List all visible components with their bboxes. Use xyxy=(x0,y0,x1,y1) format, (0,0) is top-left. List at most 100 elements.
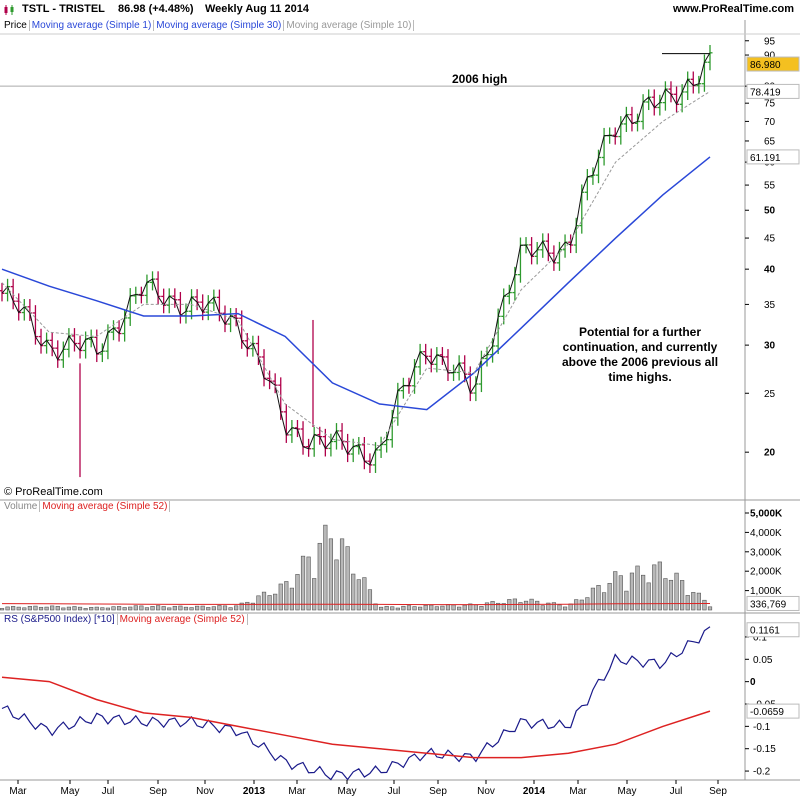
volume-bar xyxy=(707,606,713,611)
price-bar xyxy=(629,106,635,132)
sma10-value-label: 78.419 xyxy=(746,83,800,99)
price-tick-label: 45 xyxy=(764,234,776,245)
volume-bar xyxy=(256,595,261,611)
volume-bar xyxy=(562,606,568,611)
legend-price[interactable]: Price xyxy=(2,20,30,31)
price-tick-label: 25 xyxy=(764,389,776,400)
volume-bar xyxy=(668,579,674,611)
volume-bar xyxy=(284,581,289,611)
price-bar xyxy=(556,241,562,271)
price-tick-label: 95 xyxy=(764,36,776,47)
price-bar xyxy=(289,419,295,443)
price-bar xyxy=(640,94,646,130)
rs-tick-label: -0.15 xyxy=(753,744,776,755)
volume-bar xyxy=(356,579,361,611)
price-bar xyxy=(205,295,211,321)
candlestick-icon xyxy=(4,5,14,15)
volume-bar xyxy=(390,606,395,611)
volume-bar xyxy=(546,602,551,611)
volume-legend: Volume Moving average (Simple 52) xyxy=(2,501,171,512)
volume-bar xyxy=(33,605,38,611)
price-bar xyxy=(0,282,5,302)
instrument-title: TSTL - TRISTEL xyxy=(22,3,105,15)
price-tick-label: 50 xyxy=(764,206,776,217)
price-tick-label: 75 xyxy=(764,99,776,110)
price-tick-label: 30 xyxy=(764,341,776,352)
price-bar xyxy=(517,237,523,283)
legend-rs[interactable]: RS (S&P500 Index) [*10] xyxy=(2,614,118,625)
volume-bar xyxy=(429,604,434,611)
volume-bar xyxy=(613,571,618,611)
price-bar xyxy=(244,333,250,357)
legend-sma1[interactable]: Moving average (Simple 1) xyxy=(29,20,155,31)
volume-bar xyxy=(423,604,428,611)
price-bar xyxy=(623,106,629,132)
volume-bar xyxy=(111,606,116,611)
volume-bar xyxy=(479,605,484,611)
price-bar xyxy=(211,289,217,311)
volume-bar xyxy=(440,605,445,611)
volume-bar xyxy=(44,606,49,611)
price-bar xyxy=(584,169,590,201)
volume-bar xyxy=(116,606,122,611)
rs-value-label: 0.1161 xyxy=(746,622,800,638)
price-bar xyxy=(94,329,100,363)
volume-bar xyxy=(601,592,607,611)
price-bar xyxy=(512,266,518,301)
volume-tick-label: 4,000K xyxy=(750,528,782,539)
volume-bar xyxy=(89,607,94,611)
price-bar xyxy=(55,340,61,368)
price-bar xyxy=(250,335,256,357)
volume-bar xyxy=(468,603,473,611)
legend-volume-ma[interactable]: Moving average (Simple 52) xyxy=(40,501,171,512)
volume-bar xyxy=(535,600,540,611)
volume-bar xyxy=(691,592,696,611)
price-bar xyxy=(322,428,328,457)
volume-bar xyxy=(674,572,679,611)
price-bar xyxy=(300,421,306,455)
volume-bar xyxy=(590,587,596,611)
legend-sma30[interactable]: Moving average (Simple 30) xyxy=(154,20,285,31)
legend-sma10[interactable]: Moving average (Simple 10) xyxy=(284,20,415,31)
price-bar xyxy=(127,288,133,326)
volume-bar xyxy=(278,583,283,611)
svg-text:336,769: 336,769 xyxy=(750,599,787,610)
volume-bar xyxy=(105,607,111,611)
volume-bar xyxy=(473,604,478,611)
volume-bar xyxy=(451,604,456,611)
volume-bar xyxy=(72,606,77,611)
volume-bar xyxy=(351,573,356,611)
volume-bar xyxy=(178,605,183,611)
volume-bar xyxy=(200,605,205,611)
site-url[interactable]: www.ProRealTime.com xyxy=(672,3,794,15)
volume-bar xyxy=(496,602,501,611)
price-bar xyxy=(529,237,535,265)
volume-bar xyxy=(300,555,306,611)
x-tick-label: 2013 xyxy=(243,786,266,797)
volume-bar xyxy=(328,538,334,611)
x-tick-label: Jul xyxy=(670,786,683,797)
volume-bar xyxy=(378,606,384,611)
volume-bar xyxy=(339,538,345,611)
x-tick-label: 2014 xyxy=(523,786,546,797)
volume-bar xyxy=(155,605,161,611)
volume-ma-line xyxy=(1,603,711,606)
legend-rs-ma[interactable]: Moving average (Simple 52) xyxy=(117,614,248,625)
rs-tick-label: 0 xyxy=(750,677,756,688)
price-bar xyxy=(66,328,72,358)
volume-bar xyxy=(574,599,579,611)
rs-ma-line xyxy=(1,676,711,759)
volume-bar xyxy=(150,606,155,611)
volume-bar xyxy=(635,565,640,611)
volume-bar xyxy=(557,604,562,611)
x-tick-label: Jul xyxy=(388,786,401,797)
volume-bar xyxy=(395,607,400,611)
x-tick-label: May xyxy=(338,786,357,797)
price-bar xyxy=(412,359,418,394)
volume-bar xyxy=(323,524,328,611)
volume-bar xyxy=(540,605,545,611)
x-tick-label: Jul xyxy=(102,786,115,797)
volume-bar xyxy=(66,606,71,611)
legend-volume[interactable]: Volume xyxy=(2,501,41,512)
